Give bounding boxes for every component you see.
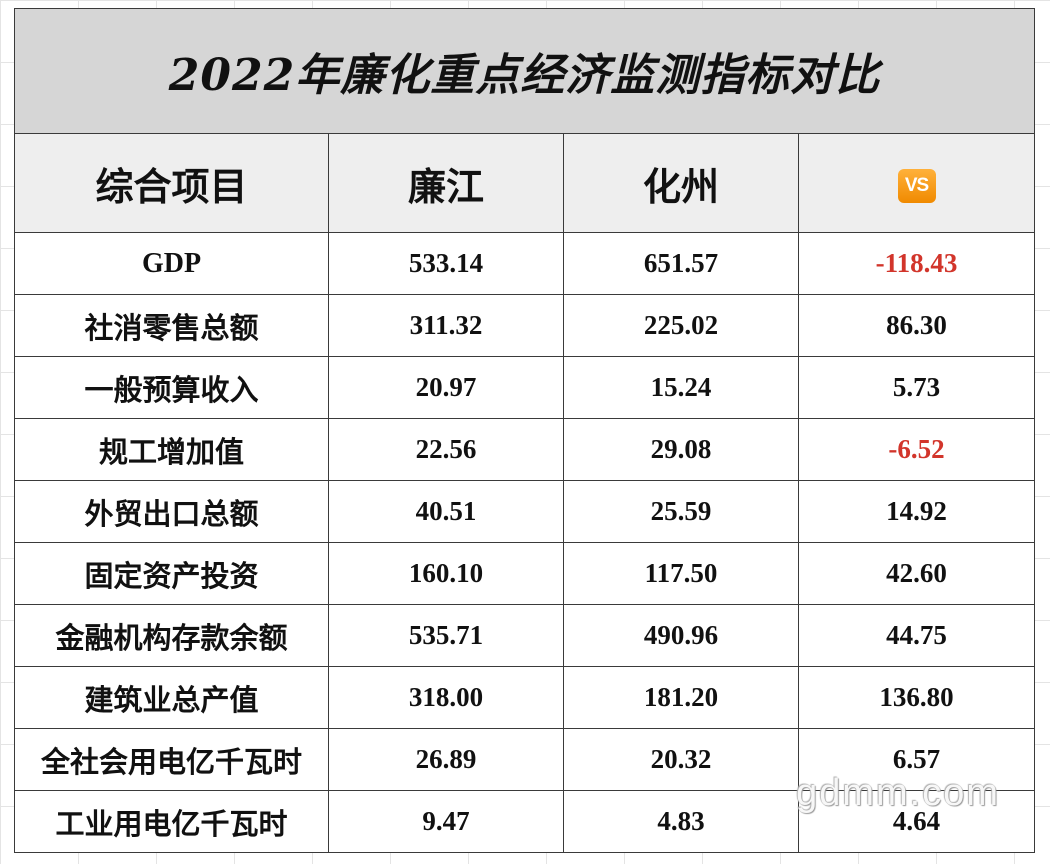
table-row: 全社会用电亿千瓦时 26.89 20.32 6.57 xyxy=(14,728,1036,791)
cell-huazhou[interactable]: 15.24 xyxy=(563,356,799,419)
cell-huazhou[interactable]: 490.96 xyxy=(563,604,799,667)
header-huazhou[interactable]: 化州 xyxy=(563,133,799,233)
table-row: 金融机构存款余额 535.71 490.96 44.75 xyxy=(14,604,1036,667)
cell-huazhou[interactable]: 4.83 xyxy=(563,790,799,853)
cell-diff[interactable]: 136.80 xyxy=(797,666,1036,729)
cell-item[interactable]: 外贸出口总额 xyxy=(14,480,329,543)
table-row: 工业用电亿千瓦时 9.47 4.83 4.64 xyxy=(14,790,1036,853)
table-body: GDP 533.14 651.57 -118.43 社消零售总额 311.32 225.02… xyxy=(14,232,1036,853)
cell-item[interactable]: 社消零售总额 xyxy=(14,294,329,357)
cell-lianjiang[interactable]: 311.32 xyxy=(328,294,564,357)
cell-lianjiang[interactable]: 318.00 xyxy=(328,666,564,729)
cell-item[interactable]: 固定资产投资 xyxy=(14,542,329,605)
cell-lianjiang[interactable]: 40.51 xyxy=(328,480,564,543)
cell-lianjiang[interactable]: 160.10 xyxy=(328,542,564,605)
cell-diff[interactable]: 14.92 xyxy=(797,480,1036,543)
title-row: 2022年廉化重点经济监测指标对比 xyxy=(13,8,1036,134)
cell-item[interactable]: 全社会用电亿千瓦时 xyxy=(14,728,329,791)
cell-diff[interactable]: 6.57 xyxy=(797,728,1036,791)
table-row: 规工增加值 22.56 29.08 -6.52 xyxy=(14,418,1036,481)
cell-huazhou[interactable]: 29.08 xyxy=(563,418,799,481)
cell-huazhou[interactable]: 117.50 xyxy=(563,542,799,605)
table-row: 一般预算收入 20.97 15.24 5.73 xyxy=(14,356,1036,419)
cell-lianjiang[interactable]: 22.56 xyxy=(328,418,564,481)
header-item[interactable]: 综合项目 xyxy=(14,133,329,233)
cell-diff[interactable]: -118.43 xyxy=(797,232,1036,295)
cell-item[interactable]: 金融机构存款余额 xyxy=(14,604,329,667)
cell-huazhou[interactable]: 181.20 xyxy=(563,666,799,729)
table-row: 社消零售总额 311.32 225.02 86.30 xyxy=(14,294,1036,357)
header-vs[interactable]: VS xyxy=(797,133,1036,233)
table-row: 固定资产投资 160.10 117.50 42.60 xyxy=(14,542,1036,605)
comparison-table: 2022年廉化重点经济监测指标对比 综合项目 廉江 化州 VS GDP 533.1… xyxy=(13,8,1036,853)
header-row: 综合项目 廉江 化州 VS xyxy=(14,133,1036,233)
cell-lianjiang[interactable]: 26.89 xyxy=(328,728,564,791)
table-title[interactable]: 2022年廉化重点经济监测指标对比 xyxy=(13,8,1036,134)
cell-huazhou[interactable]: 25.59 xyxy=(563,480,799,543)
cell-lianjiang[interactable]: 9.47 xyxy=(328,790,564,853)
cell-item[interactable]: GDP xyxy=(14,232,329,295)
vs-icon: VS xyxy=(897,168,936,203)
cell-diff[interactable]: 44.75 xyxy=(797,604,1036,667)
table-row: 建筑业总产值 318.00 181.20 136.80 xyxy=(14,666,1036,729)
cell-lianjiang[interactable]: 535.71 xyxy=(328,604,564,667)
table-row: GDP 533.14 651.57 -118.43 xyxy=(14,232,1036,295)
cell-huazhou[interactable]: 651.57 xyxy=(563,232,799,295)
cell-diff[interactable]: 4.64 xyxy=(797,790,1036,853)
cell-diff[interactable]: -6.52 xyxy=(797,418,1036,481)
cell-item[interactable]: 工业用电亿千瓦时 xyxy=(14,790,329,853)
cell-huazhou[interactable]: 225.02 xyxy=(563,294,799,357)
table-row: 外贸出口总额 40.51 25.59 14.92 xyxy=(14,480,1036,543)
cell-diff[interactable]: 86.30 xyxy=(797,294,1036,357)
cell-item[interactable]: 规工增加值 xyxy=(14,418,329,481)
cell-lianjiang[interactable]: 533.14 xyxy=(328,232,564,295)
cell-item[interactable]: 建筑业总产值 xyxy=(14,666,329,729)
cell-lianjiang[interactable]: 20.97 xyxy=(328,356,564,419)
cell-diff[interactable]: 5.73 xyxy=(797,356,1036,419)
cell-huazhou[interactable]: 20.32 xyxy=(563,728,799,791)
cell-diff[interactable]: 42.60 xyxy=(797,542,1036,605)
header-lianjiang[interactable]: 廉江 xyxy=(328,133,564,233)
cell-item[interactable]: 一般预算收入 xyxy=(14,356,329,419)
